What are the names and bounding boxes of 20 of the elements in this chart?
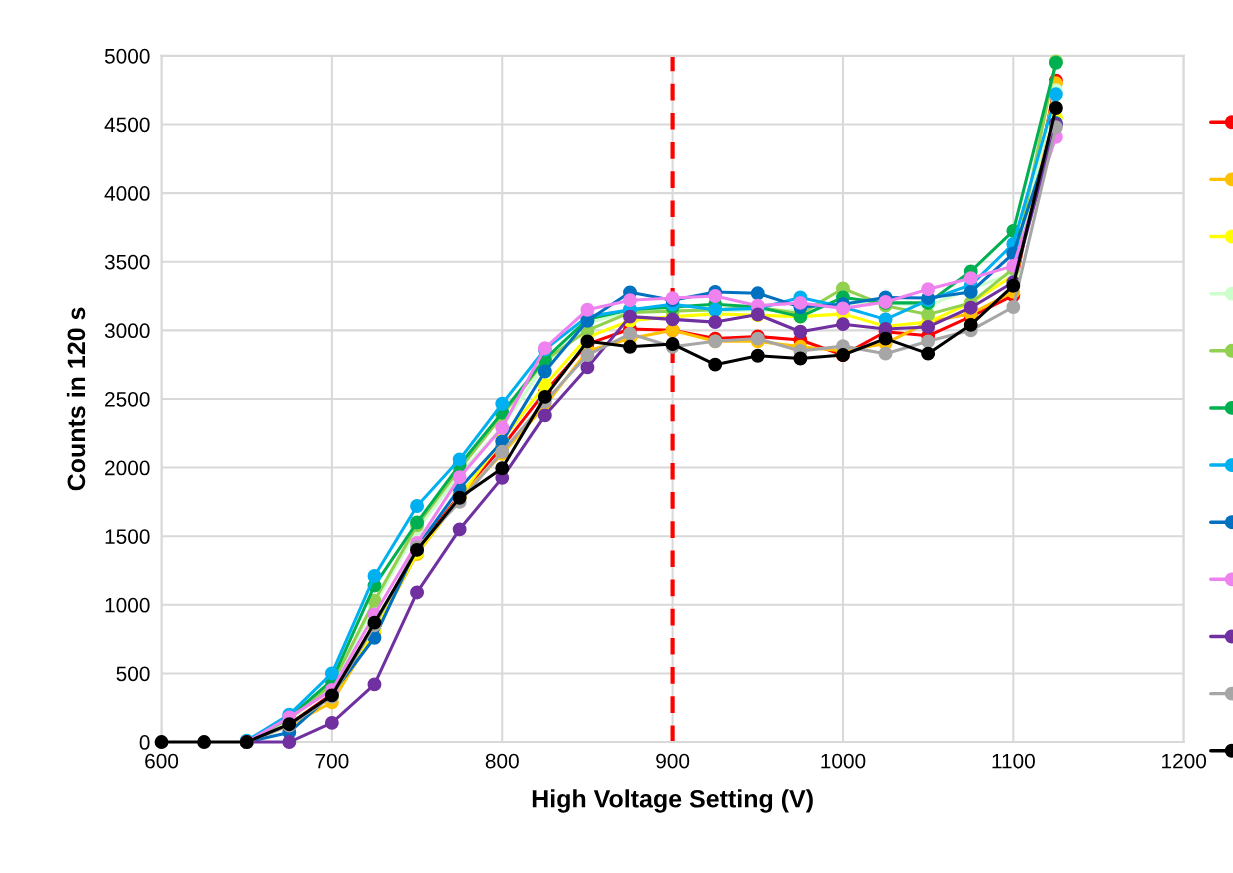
y-tick-label: 3000 <box>104 323 150 339</box>
y-tick-label: 4500 <box>104 117 150 133</box>
y-tick-label: 500 <box>116 666 150 682</box>
y-tick-label: 5000 <box>104 48 150 64</box>
x-tick-label: 800 <box>485 753 519 769</box>
x-tick-label: 1200 <box>1162 753 1207 769</box>
y-tick-label: 2500 <box>105 391 150 407</box>
x-tick-label: 1100 <box>992 753 1035 769</box>
x-tick-label: 900 <box>656 753 690 769</box>
x-tick-label: 700 <box>315 753 349 769</box>
x-tick-label: 1000 <box>821 753 866 769</box>
y-tick-label: 1000 <box>105 597 150 613</box>
y-tick-label: 4000 <box>104 186 150 201</box>
y-axis-title: Counts in 120 s <box>66 307 86 491</box>
y-tick-label: 2000 <box>105 460 150 476</box>
x-axis-title: High Voltage Setting (V) <box>532 789 813 813</box>
y-tick-label: 3500 <box>104 254 150 270</box>
y-tick-label: 1500 <box>105 529 150 544</box>
y-tick-label: 0 <box>139 735 150 750</box>
x-tick-label: 600 <box>145 753 179 769</box>
